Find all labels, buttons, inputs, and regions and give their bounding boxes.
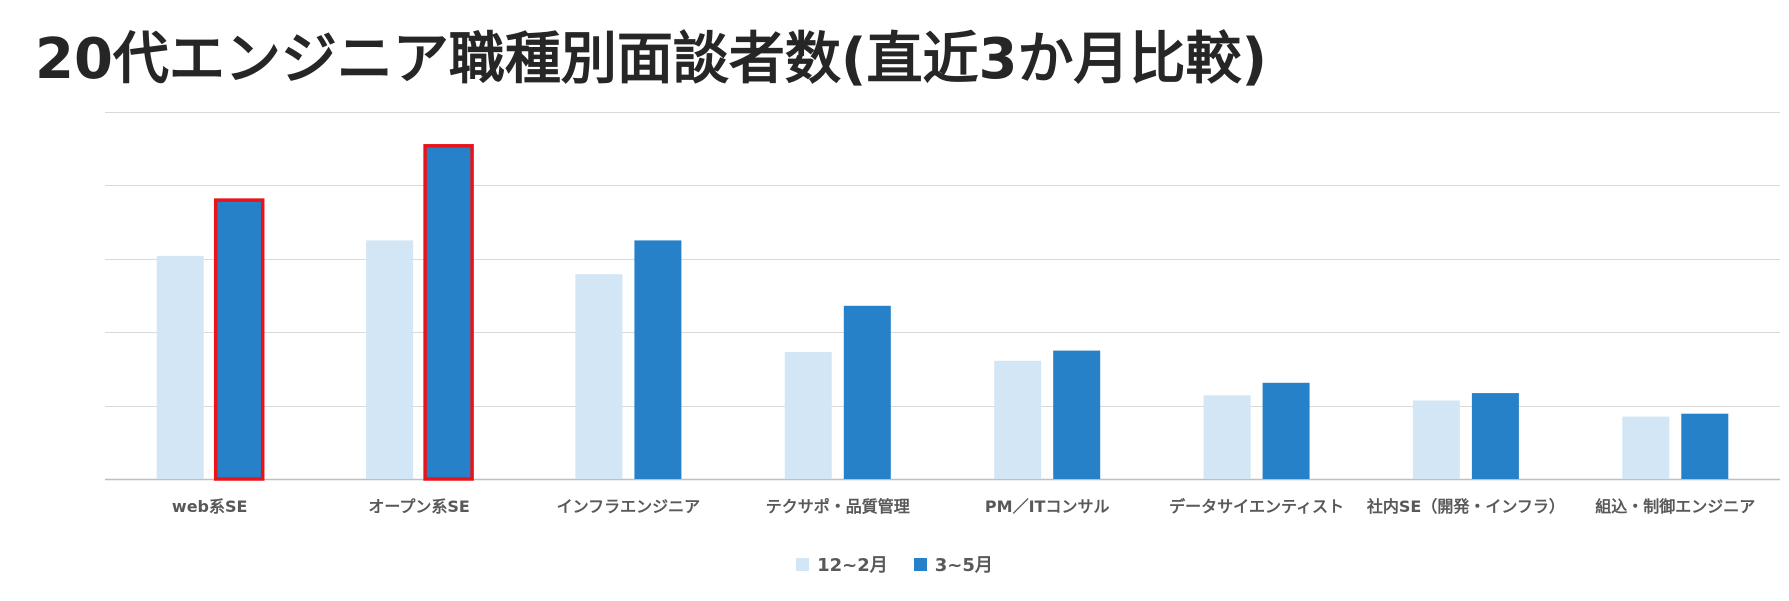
bar-recent-6 [1471,393,1519,479]
legend-label-recent: 3~5月 [934,555,993,576]
category-label: web系SE [172,497,248,516]
legend-item-prev: 12~2月 [796,551,888,577]
bar-prev-6 [1412,400,1460,479]
bar-prev-3 [784,352,832,479]
chart-title: 20代エンジニア職種別面談者数(直近3か月比較) [35,27,1268,92]
chart-legend: 12~2月 3~5月 [0,551,1789,577]
bar-recent-2 [634,240,682,479]
bar-recent-1 [423,144,474,481]
category-label: オープン系SE [368,497,470,516]
category-label: 社内SE（開発・インフラ） [1366,497,1565,516]
category-label: インフラエンジニア [557,497,701,516]
category-label: テクサポ・品質管理 [766,497,910,516]
legend-swatch-prev [796,557,810,571]
legend-item-recent: 3~5月 [913,551,993,577]
legend-swatch-recent [913,557,927,571]
bar-prev-2 [575,274,623,479]
category-labels: web系SE オープン系SE インフラエンジニア テクサポ・品質管理 PM／ITコンサル… [172,497,1755,516]
category-label: PM／ITコンサル [985,497,1110,516]
bars [156,144,1729,481]
category-label: データサイエンティスト [1169,497,1344,516]
gridlines [105,112,1780,481]
bar-prev-7 [1622,416,1670,479]
bar-recent-3 [843,305,891,479]
category-label: 組込・制御エンジニア [1595,497,1755,516]
bar-prev-0 [156,255,204,479]
bar-prev-4 [994,360,1042,479]
bar-recent-0 [213,198,265,481]
bar-prev-1 [366,240,414,479]
bar-prev-5 [1203,395,1251,479]
bar-recent-4 [1053,350,1101,479]
legend-label-prev: 12~2月 [817,555,888,576]
bar-recent-5 [1262,382,1310,479]
bar-recent-7 [1681,413,1729,479]
